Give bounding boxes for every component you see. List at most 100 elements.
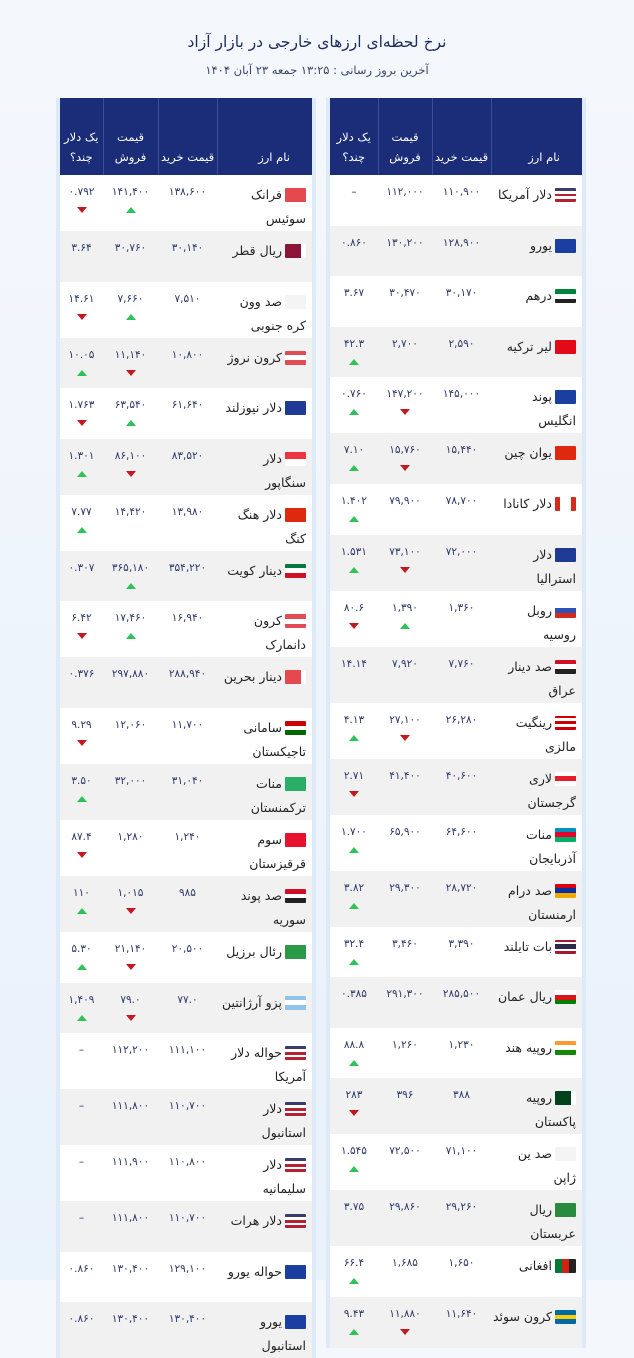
trend-up-icon [125,633,136,640]
per-usd: ۱.۳۰۱ [60,438,103,495]
sell-price-value: ۱۴۷,۲۰۰ [386,388,424,401]
sell-price-value: ۱۵,۷۶۰ [389,444,421,457]
buy-price-value: ۱,۲۴۰ [174,830,201,843]
currency-name-cell: لیر ترکیه [491,326,582,378]
trend-up-icon [76,369,87,376]
buy-price-value: ۳۸۸ [453,1089,470,1102]
trend-up-icon [349,734,359,741]
buy-price-value: ۱۰,۸۰۰ [171,348,204,361]
buy-price-value: ۱۲۸,۹۰۰ [442,236,481,249]
currency-name-cell: صد ین ژاپن [491,1134,582,1191]
currency-name: فرانک سوئیس [250,187,306,226]
buy-price: ۷۲,۰۰۰ [432,534,491,591]
sell-price: ۱,۰۱۵ [103,875,158,932]
buy-price-value: ۲,۵۹۰ [448,337,475,350]
buy-price-value: ۳,۳۹۰ [448,937,475,950]
currency-name-cell: دینار کویت [217,550,312,602]
sell-price: ۲۹,۳۰۰ [378,870,432,927]
per-usd-value: ۹.۴۳ [343,1307,365,1320]
buy-price: ۱۱۰,۷۰۰ [158,1089,217,1146]
buy-price: ۶۱,۶۴۰ [158,388,217,439]
column-sell[interactable]: قیمت فروش [377,98,432,175]
column-sell[interactable]: قیمت فروش [102,98,158,175]
per-usd: ۳.۸۲ [330,870,378,927]
table-row: پوند انگلیس ۱۴۵,۰۰۰ ۱۴۷,۲۰۰ ۰.۷۶۰ [330,377,582,434]
sell-price-value: ۲۷,۱۰۰ [389,713,421,726]
table-row: سامانی تاجیکستان ۱۱,۷۰۰ ۱۲,۰۶۰ ۹.۲۹ [60,707,312,764]
buy-price-value: ۳۵۴,۲۲۰ [168,561,207,574]
per-usd-value: ۸۷.۴ [71,830,92,843]
per-usd: ۱.۵۴۵ [330,1134,378,1191]
sell-price-value: ۱,۲۶۰ [392,1038,418,1051]
currency-name-cell: کرون دانمارک [217,601,312,658]
sell-price-value: ۷,۹۲۰ [392,657,418,670]
column-name[interactable]: نام ارز [490,98,582,175]
buy-price-value: ۱۱۰,۹۰۰ [442,186,481,198]
sell-price-value: ۱۷,۴۶۰ [114,612,147,625]
currency-name: منات آذربایجان [525,826,576,866]
per-usd: ۱,۴۰۹ [60,982,103,1034]
currency-name-cell: کرون سوئد [491,1296,582,1348]
per-usd-value: ۰.۸۶۰ [68,1313,95,1326]
currency-name: حواله دلار آمریکا [231,1045,306,1085]
buy-price-value: ۷۸,۷۰۰ [445,494,478,507]
table-row: ریال عمان ۲۸۵,۵۰۰ ۲۹۱,۳۰۰ ۰.۳۸۵ [330,977,582,1028]
per-usd: ۰.۸۶۰ [60,1302,103,1358]
table-row: دلار هرات ۱۱۰,۷۰۰ ۱۱۱,۸۰۰ – [60,1201,312,1252]
buy-price: ۲۸۵,۵۰۰ [432,977,491,1028]
table-header: نام ارز قیمت خرید قیمت فروش یک دلار چند؟ [60,98,312,175]
canada-flag-icon [555,496,576,511]
sell-price-value: ۶۳,۵۴۰ [114,399,147,412]
currency-name: یوان چین [504,445,552,461]
per-usd-value: ۸۰.۶ [343,601,365,614]
per-usd: ۰.۳۰۷ [60,550,103,602]
column-buy[interactable]: قیمت خرید [431,98,491,175]
per-usd-value: ۹.۲۹ [71,718,92,731]
table-row: کرون سوئد ۱۱,۶۴۰ ۱۱,۸۸۰ ۹.۴۳ [330,1296,582,1348]
sell-price: ۱۱۲,۲۰۰ [103,1033,158,1090]
buy-price-value: ۱۱,۷۰۰ [171,718,204,731]
per-usd: ۰.۸۶۰ [330,225,378,277]
per-usd-value: ۶.۴۲ [71,612,92,625]
per-usd: ۷.۱۰ [330,433,378,484]
sell-price: ۳۰,۷۶۰ [103,231,158,282]
trend-down-icon [76,207,87,213]
trend-down-icon [400,1328,410,1335]
sell-price-value: ۷۹,۹۰۰ [389,494,421,507]
kyrgyzstan-flag-icon [285,832,306,847]
sell-price-value: ۷,۶۶۰ [117,292,144,305]
table-row: صد ین ژاپن ۷۱,۱۰۰ ۷۲,۵۰۰ ۱.۵۴۵ [330,1134,582,1191]
sell-price: ۱,۳۹۰ [378,590,432,647]
trend-up-icon [349,515,359,522]
currency-name: رئال برزیل [226,943,282,959]
column-per-usd[interactable]: یک دلار چند؟ [60,98,103,175]
table-row: دلار آمریکا ۱۱۰,۹۰۰ ۱۱۲,۰۰۰ – [330,175,582,226]
column-per-usd[interactable]: یک دلار چند؟ [330,98,378,175]
currency-name-cell: بات تایلند [491,926,582,978]
per-usd: ۹.۲۹ [60,707,103,764]
table-row: ریال قطر ۳۰,۱۴۰ ۳۰,۷۶۰ ۳.۶۴ [60,231,312,282]
us-flag-icon [555,188,576,202]
us-flag-icon [285,1046,306,1061]
currency-name: صد دینار عراق [508,658,576,698]
per-usd-value: ۳.۸۲ [343,881,365,894]
sell-price: ۷۹.۰ [103,982,158,1034]
table-row: دلار نیوزلند ۶۱,۶۴۰ ۶۳,۵۴۰ ۱.۷۶۳ [60,388,312,439]
buy-price: ۱۳۰,۴۰۰ [158,1302,217,1358]
table-row: دینار بحرین ۲۸۸,۹۴۰ ۲۹۷,۸۸۰ ۰.۳۷۶ [60,657,312,708]
column-buy[interactable]: قیمت خرید [157,98,217,175]
currency-name-cell: دلار هنگ کنگ [217,494,312,551]
australia-flag-icon [555,547,576,562]
sell-price-value: ۱۱۱,۸۰۰ [111,1100,150,1113]
table-row: منات ترکمنستان ۳۱,۰۴۰ ۳۲,۰۰۰ ۳.۵۰ [60,763,312,820]
buy-price: ۳۰,۱۴۰ [158,231,217,282]
china-flag-icon [555,446,576,461]
table-row: دلار استرالیا ۷۲,۰۰۰ ۷۳,۱۰۰ ۱.۵۳۱ [330,534,582,591]
column-name[interactable]: نام ارز [216,98,312,175]
per-usd-value: – [351,186,357,198]
currency-name-cell: درهم [491,276,582,327]
sell-price: ۶۵,۹۰۰ [378,814,432,871]
currency-name: دلار سلیمانیه [262,1157,306,1197]
us-flag-icon [285,1214,306,1229]
per-usd-value: ۱,۴۰۹ [68,993,95,1006]
